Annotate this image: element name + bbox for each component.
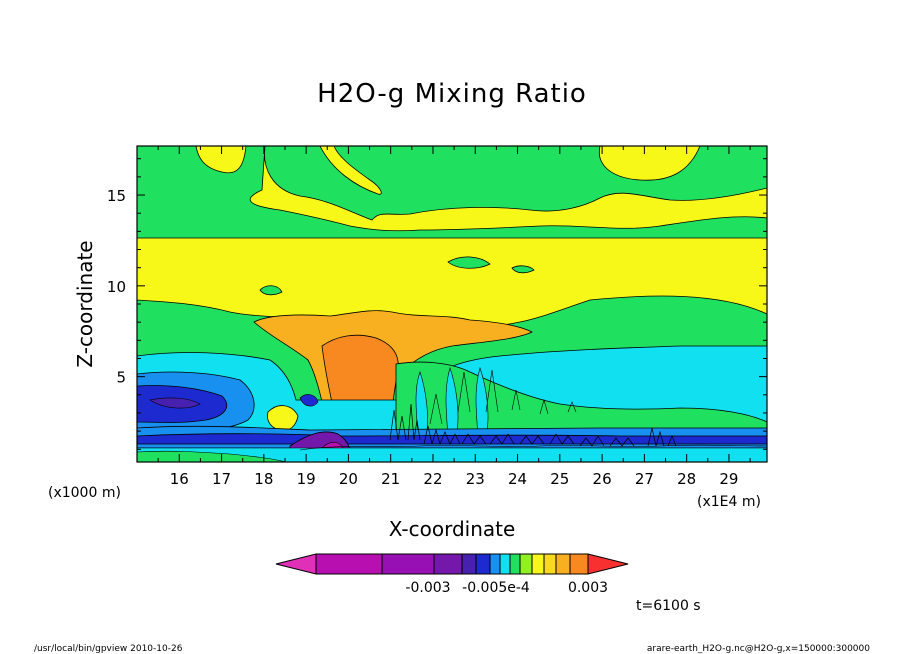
colorbar	[275, 553, 629, 575]
x-tick-label: 27	[635, 470, 654, 488]
contour-upper-yellow-middle	[249, 146, 767, 232]
colorbar-segment	[475, 553, 491, 575]
contour-upper-yellow-left	[195, 146, 247, 174]
colorbar-segment	[509, 553, 521, 575]
x-tick-label: 20	[339, 470, 358, 488]
y-axis-label: Z-coordinate	[73, 240, 97, 367]
contour-surface-green-left	[137, 450, 287, 462]
x-tick-label: 21	[381, 470, 400, 488]
colorbar-segment	[543, 553, 557, 575]
colorbar-segment	[519, 553, 533, 575]
colorbar-label: -0.005e-4	[462, 580, 530, 596]
x-axis-label: X-coordinate	[389, 517, 516, 541]
colorbar-segment	[461, 553, 477, 575]
contour-upper-yellow-thin	[319, 146, 382, 195]
y-tick-label: 5	[116, 369, 126, 387]
x-tick-label: 24	[508, 470, 527, 488]
colorbar-labels: -0.003 -0.005e-4 0.003	[405, 580, 608, 596]
x-tick-label: 17	[212, 470, 231, 488]
colorbar-segment	[489, 553, 501, 575]
contour-yellow-blob-left	[267, 405, 299, 431]
x-tick-label: 23	[466, 470, 485, 488]
x-tick-label: 26	[593, 470, 612, 488]
y-axis-tick-labels: 5 10 15	[107, 187, 126, 387]
x-tick-label: 29	[719, 470, 738, 488]
contour-upper-yellow-right	[598, 146, 701, 181]
y-tick-label: 15	[107, 187, 126, 205]
plot-area	[137, 146, 767, 462]
colorbar-label: 0.003	[568, 580, 608, 596]
x-axis-tick-labels: 16 17 18 19 20 21 22 23 24 25 26 27 28 29	[170, 470, 739, 488]
chart-title: H2O-g Mixing Ratio	[317, 79, 587, 109]
colorbar-min-triangle	[275, 553, 317, 575]
colorbar-max-triangle	[587, 553, 629, 575]
footer-right: arare-earth_H2O-g.nc@H2O-g,x=150000:3000…	[647, 644, 870, 654]
x-unit-right: (x1E4 m)	[697, 494, 761, 510]
colorbar-segment	[381, 553, 435, 575]
footer-left: /usr/local/bin/gpview 2010-10-26	[34, 644, 183, 654]
x-tick-label: 19	[297, 470, 316, 488]
contour-green-island-1	[447, 256, 491, 269]
y-axis-ticks	[137, 158, 767, 450]
x-tick-label: 28	[677, 470, 696, 488]
contour-surface-cyan	[137, 447, 767, 462]
x-tick-label: 18	[254, 470, 273, 488]
colorbar-segment	[569, 553, 589, 575]
y-tick-label: 10	[107, 278, 126, 296]
contour-wave-lines	[429, 369, 577, 425]
contour-small-blue-blob	[299, 394, 319, 407]
contour-dark-blue-band	[137, 433, 767, 445]
colorbar-segment	[531, 553, 545, 575]
x-axis-ticks	[157, 146, 751, 462]
colorbar-segment	[315, 553, 383, 575]
contour-surface-lines	[299, 444, 767, 451]
colorbar-segment	[433, 553, 463, 575]
colorbar-segment	[499, 553, 511, 575]
colorbar-segment	[555, 553, 571, 575]
x-unit-left: (x1000 m)	[48, 485, 121, 501]
x-tick-label: 25	[550, 470, 569, 488]
contour-green-wedge	[395, 361, 767, 437]
contour-green-island-2	[511, 265, 535, 274]
time-label: t=6100 s	[636, 598, 701, 614]
colorbar-label: -0.003	[405, 580, 450, 596]
contour-green-island-3	[259, 285, 283, 296]
x-tick-label: 22	[423, 470, 442, 488]
x-tick-label: 16	[170, 470, 189, 488]
contour-navy-left	[149, 397, 201, 409]
